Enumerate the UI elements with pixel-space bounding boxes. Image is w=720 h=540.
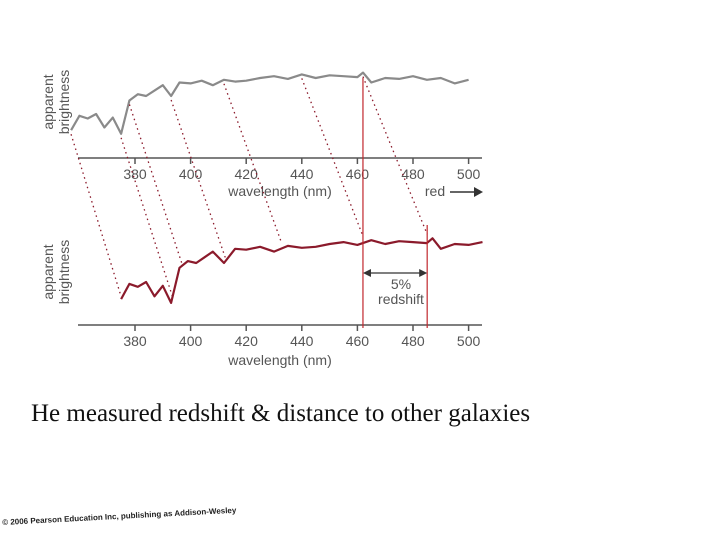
caption: He measured redshift & distance to other… — [31, 400, 531, 427]
redshift-arrowhead-left — [362, 269, 371, 277]
top-tick-label-500: 500 — [457, 166, 481, 182]
bottom-tick-label-500: 500 — [457, 333, 481, 349]
connector-line-7 — [362, 76, 428, 235]
bottom-ylabel-line2: brightness — [56, 240, 72, 305]
shift-connector-lines — [70, 76, 428, 300]
top-x-ticks: 380 400 420 440 460 480 500 — [123, 158, 480, 182]
top-tick-label-440: 440 — [290, 166, 314, 182]
connector-line-1 — [70, 134, 122, 296]
redshift-arrowhead-right — [419, 269, 428, 277]
bottom-tick-label-420: 420 — [235, 333, 259, 349]
top-ylabel-line1: apparent — [40, 74, 56, 129]
bottom-xlabel: wavelength (nm) — [227, 352, 332, 368]
top-xlabel: wavelength (nm) — [227, 183, 332, 199]
bottom-tick-label-400: 400 — [179, 333, 203, 349]
bottom-tick-label-480: 480 — [401, 333, 425, 349]
top-red-annotation: red — [425, 183, 445, 199]
bottom-tick-label-380: 380 — [123, 333, 147, 349]
bottom-x-ticks: 380 400 420 440 460 480 500 — [123, 325, 480, 349]
top-tick-label-420: 420 — [235, 166, 259, 182]
connector-line-3 — [128, 104, 183, 264]
top-tick-label-480: 480 — [401, 166, 425, 182]
top-tick-label-460: 460 — [346, 166, 370, 182]
top-tick-label-380: 380 — [123, 166, 147, 182]
bottom-tick-label-460: 460 — [346, 333, 370, 349]
connector-line-2 — [120, 137, 174, 300]
top-ylabel-line2: brightness — [56, 70, 72, 135]
connector-line-4 — [170, 99, 227, 260]
bottom-tick-label-440: 440 — [290, 333, 314, 349]
connector-line-6 — [301, 78, 364, 237]
connector-line-5 — [223, 83, 282, 243]
top-spectrum-panel: apparent brightness 380 400 420 440 460 480 50… — [40, 70, 483, 199]
bottom-spectrum-panel: apparent brightness 380 400 420 440 460 480 50… — [40, 78, 483, 368]
red-direction-arrowhead — [474, 187, 483, 197]
bottom-ylabel-line1: apparent — [40, 244, 56, 299]
bottom-spectrum-line — [120, 237, 483, 304]
top-spectrum-line — [70, 71, 469, 135]
top-tick-label-400: 400 — [179, 166, 203, 182]
redshift-percent: 5% — [391, 276, 411, 292]
redshift-label: redshift — [378, 291, 424, 307]
